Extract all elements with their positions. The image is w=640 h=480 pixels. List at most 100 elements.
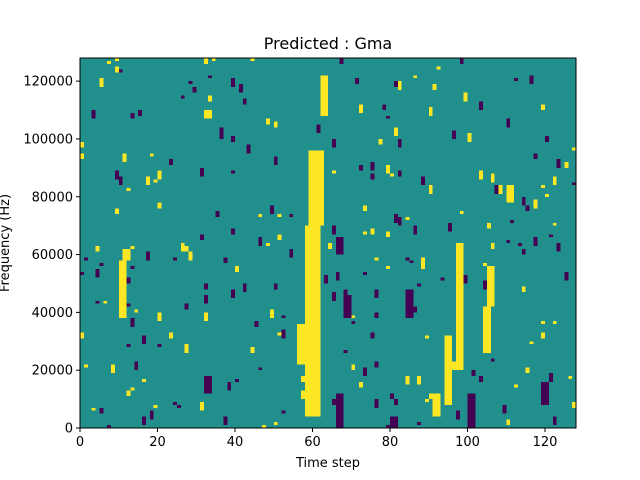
heatmap-cell-high xyxy=(204,110,208,119)
heatmap-cell-low xyxy=(130,318,135,327)
heatmap-cell-low xyxy=(393,399,398,405)
heatmap-cell-low xyxy=(382,104,387,111)
heatmap-cell-high xyxy=(111,364,115,374)
heatmap-cell-high xyxy=(541,321,545,324)
heatmap-cell-high xyxy=(331,170,336,174)
heatmap-cell-low xyxy=(173,257,177,261)
heatmap-cell-low xyxy=(176,404,181,408)
heatmap-cell-low xyxy=(517,243,522,246)
heatmap-cell-high xyxy=(552,321,557,324)
heatmap-cell-low xyxy=(564,271,569,281)
heatmap-cell-low xyxy=(242,283,247,293)
heatmap-plot-area xyxy=(80,58,576,428)
heatmap-block-high xyxy=(304,225,321,417)
x-tick-label: 120 xyxy=(533,435,558,450)
heatmap-cell-high xyxy=(359,104,363,113)
heatmap-cell-high xyxy=(390,173,394,177)
heatmap-cell-low xyxy=(521,196,526,206)
heatmap-cell-high xyxy=(514,384,518,388)
heatmap-cell-low xyxy=(169,159,173,165)
heatmap-cell-high xyxy=(142,378,146,382)
heatmap-block-low xyxy=(405,289,414,319)
heatmap-cell-high xyxy=(258,214,263,217)
heatmap-cell-high xyxy=(436,66,441,70)
heatmap-cell-low xyxy=(370,332,375,339)
heatmap-cell-low xyxy=(370,173,375,180)
heatmap-cell-high xyxy=(207,95,212,102)
heatmap-cell-high xyxy=(200,401,204,411)
heatmap-cell-high xyxy=(552,222,557,226)
heatmap-cell-low xyxy=(231,289,235,298)
heatmap-cell-low xyxy=(231,170,235,174)
heatmap-cell-low xyxy=(393,81,398,87)
heatmap-cell-high xyxy=(362,231,367,235)
x-tick-label: 20 xyxy=(149,435,166,450)
heatmap-cell-high xyxy=(424,399,429,402)
heatmap-cell-high xyxy=(277,332,282,336)
heatmap-cell-high xyxy=(490,243,495,249)
heatmap-cell-low xyxy=(455,410,460,420)
heatmap-cell-high xyxy=(552,176,557,186)
heatmap-cell-high xyxy=(359,381,363,388)
heatmap-cell-high xyxy=(211,58,216,61)
heatmap-cell-low xyxy=(331,138,336,148)
heatmap-cell-high xyxy=(351,364,356,371)
heatmap-cell-low xyxy=(471,370,476,376)
heatmap-cell-low xyxy=(273,156,278,165)
heatmap-cell-low xyxy=(83,257,88,261)
heatmap-cell-low xyxy=(362,271,367,275)
heatmap-cell-low xyxy=(459,58,464,64)
heatmap-cell-low xyxy=(273,283,278,290)
heatmap-cell-low xyxy=(204,283,208,290)
heatmap-cell-low xyxy=(324,274,328,284)
heatmap-cell-low xyxy=(231,136,235,142)
heatmap-cell-low xyxy=(231,228,235,235)
heatmap-cell-high xyxy=(103,300,108,304)
heatmap-cell-high xyxy=(180,243,185,252)
chart-title: Predicted : Gma xyxy=(264,34,392,53)
x-tick-label: 40 xyxy=(227,435,244,450)
heatmap-cell-high xyxy=(262,425,266,428)
y-tick-label: 60000 xyxy=(32,248,73,263)
heatmap-cell-high xyxy=(428,393,433,400)
heatmap-cell-high xyxy=(300,390,305,400)
heatmap-block-high xyxy=(486,266,495,307)
heatmap-cell-high xyxy=(235,266,239,272)
heatmap-cell-high xyxy=(541,104,545,111)
heatmap-cell-high xyxy=(351,315,356,319)
heatmap-cell-high xyxy=(207,110,212,119)
heatmap-cell-low xyxy=(331,399,336,405)
heatmap-cell-high xyxy=(479,170,483,180)
heatmap-cell-high xyxy=(572,147,576,151)
heatmap-cell-low xyxy=(417,422,421,426)
heatmap-cell-high xyxy=(452,361,456,371)
heatmap-cell-high xyxy=(405,216,410,220)
heatmap-cell-low xyxy=(289,248,294,258)
heatmap-cell-high xyxy=(250,347,255,353)
heatmap-cell-low xyxy=(572,182,576,186)
heatmap-cell-high xyxy=(545,193,549,197)
heatmap-cell-low xyxy=(242,98,247,105)
heatmap-block-high xyxy=(432,393,441,417)
y-tick-label: 80000 xyxy=(32,190,73,205)
heatmap-cell-high xyxy=(204,58,208,64)
x-tick-label: 80 xyxy=(382,435,399,450)
heatmap-cell-low xyxy=(483,280,487,290)
heatmap-cell-low xyxy=(514,78,518,82)
y-tick-label: 0 xyxy=(65,422,73,437)
heatmap-cell-low xyxy=(331,225,336,235)
heatmap-block-low xyxy=(390,416,398,428)
heatmap-block-low xyxy=(467,393,476,428)
heatmap-cell-high xyxy=(188,251,193,261)
heatmap-cell-high xyxy=(413,75,418,79)
heatmap-cell-low xyxy=(114,170,119,180)
heatmap-cell-low xyxy=(506,118,511,128)
heatmap-cell-high xyxy=(300,375,305,382)
heatmap-cell-high xyxy=(521,286,526,293)
heatmap-cell-high xyxy=(157,312,162,322)
heatmap-cell-high xyxy=(428,107,433,116)
heatmap-cell-high xyxy=(134,309,139,313)
heatmap-cell-low xyxy=(142,335,146,345)
heatmap-cell-low xyxy=(417,283,421,287)
